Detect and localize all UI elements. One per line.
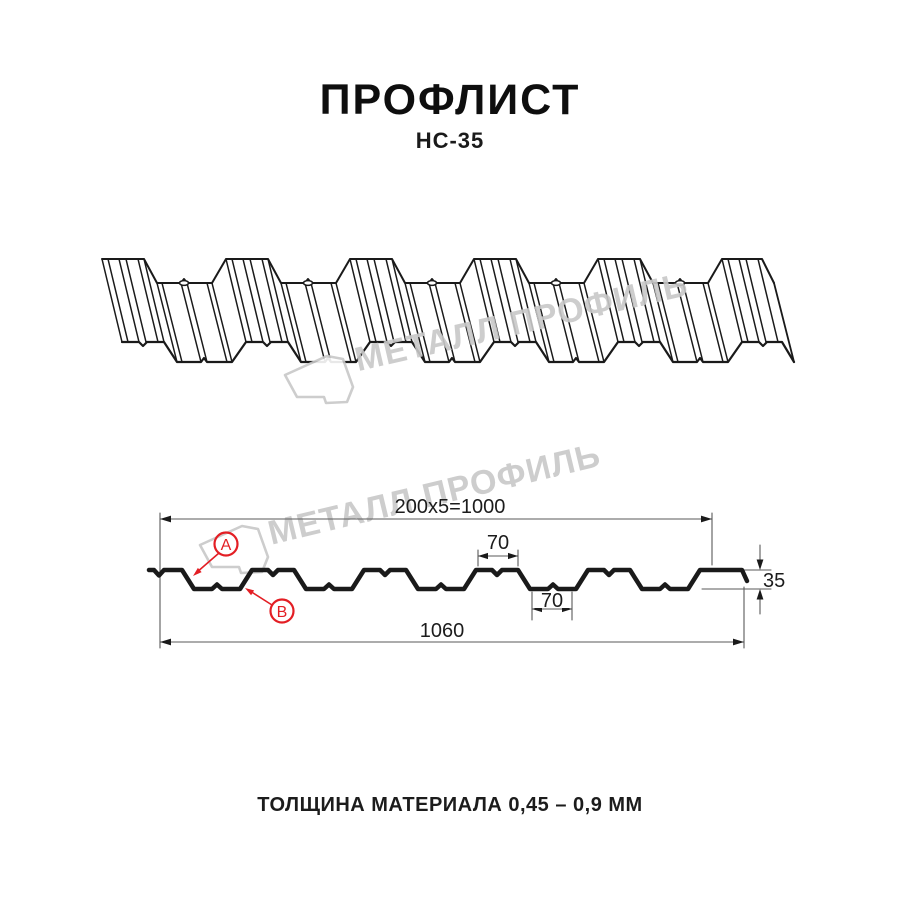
face-annotations: [193, 531, 295, 624]
face-label-a: А: [221, 537, 232, 554]
thickness-note: ТОЛЩИНА МАТЕРИАЛА 0,45 – 0,9 ММ: [257, 794, 643, 816]
dimension-lines: [159, 512, 772, 649]
dim-rib-bottom: 70: [541, 590, 563, 612]
sheet-3d-view: [101, 258, 796, 364]
face-label-b: В: [277, 604, 288, 621]
dim-overall-width: 1060: [420, 620, 465, 642]
watermark-text: МЕТАЛЛ ПРОФИЛЬ: [264, 436, 604, 552]
metall-profil-logo: [283, 354, 355, 405]
profile-code: НС-35: [415, 128, 485, 153]
dim-total-pitch: 200x5=1000: [395, 496, 506, 518]
cross-section-profile: [146, 567, 750, 592]
dim-rib-top: 70: [487, 532, 509, 554]
metall-profil-logo: [198, 524, 270, 575]
dim-text-mask: [534, 594, 570, 608]
watermark-over-3d: МЕТАЛЛ ПРОФИЛЬ: [283, 265, 692, 405]
page-title: ПРОФЛИСТ: [319, 76, 581, 124]
dim-height: 35: [763, 570, 785, 592]
